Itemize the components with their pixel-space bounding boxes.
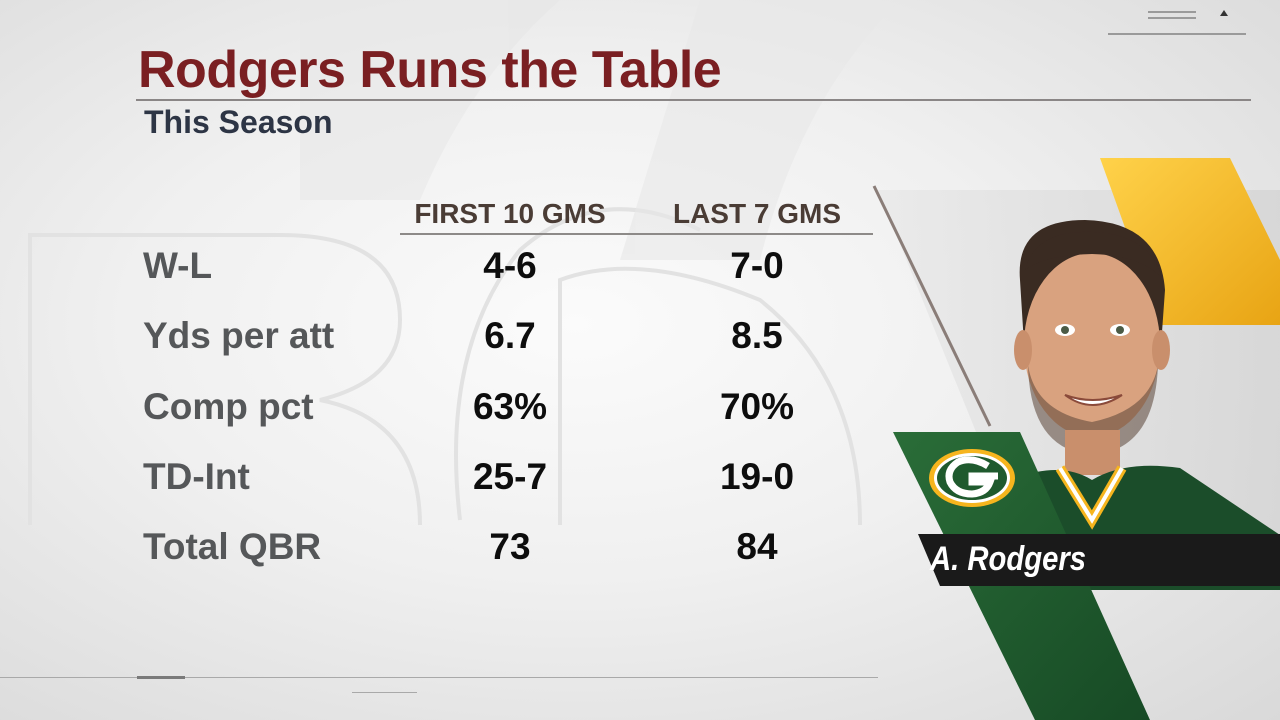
stat-label: Total QBR [143,526,322,567]
stat-row-yds-per-att: Yds per att 6.7 8.5 [0,315,880,365]
player-panel [872,158,1280,720]
stat-value-last: 84 [736,526,778,567]
stat-value-last: 19-0 [719,456,795,497]
stat-row-td-int: TD-Int 25-7 19-0 [0,456,880,506]
stat-value-first: 73 [489,526,531,567]
stat-value-last: 7-0 [730,245,784,286]
stat-value-first: 63% [472,386,548,427]
bottom-accent [137,676,185,679]
stat-label: Yds per att [143,315,335,356]
packers-logo-icon [929,449,1015,507]
stat-value-first: 25-7 [472,456,548,497]
stat-row-total-qbr: Total QBR 73 84 [0,526,880,576]
stat-value-first: 4-6 [483,245,537,286]
column-header-last-7: LAST 7 GMS [672,198,841,229]
stat-row-w-l: W-L 4-6 7-0 [0,245,880,295]
stat-value-last: 70% [719,386,795,427]
stat-value-last: 8.5 [731,315,783,356]
title-divider [136,99,1251,101]
stat-label: W-L [143,245,213,286]
header-divider [400,233,873,235]
stat-label: Comp pct [143,386,314,427]
page-title: Rodgers Runs the Table [138,41,722,99]
top-right-decoration [1108,10,1246,35]
page-subtitle: This Season [144,104,333,140]
player-name: A. Rodgers [930,540,1086,578]
bottom-divider [0,677,878,678]
stat-label: TD-Int [143,456,250,497]
stat-value-first: 6.7 [484,315,536,356]
column-header-first-10: FIRST 10 GMS [414,198,606,229]
bottom-accent-short [352,692,417,693]
stat-row-comp-pct: Comp pct 63% 70% [0,386,880,436]
